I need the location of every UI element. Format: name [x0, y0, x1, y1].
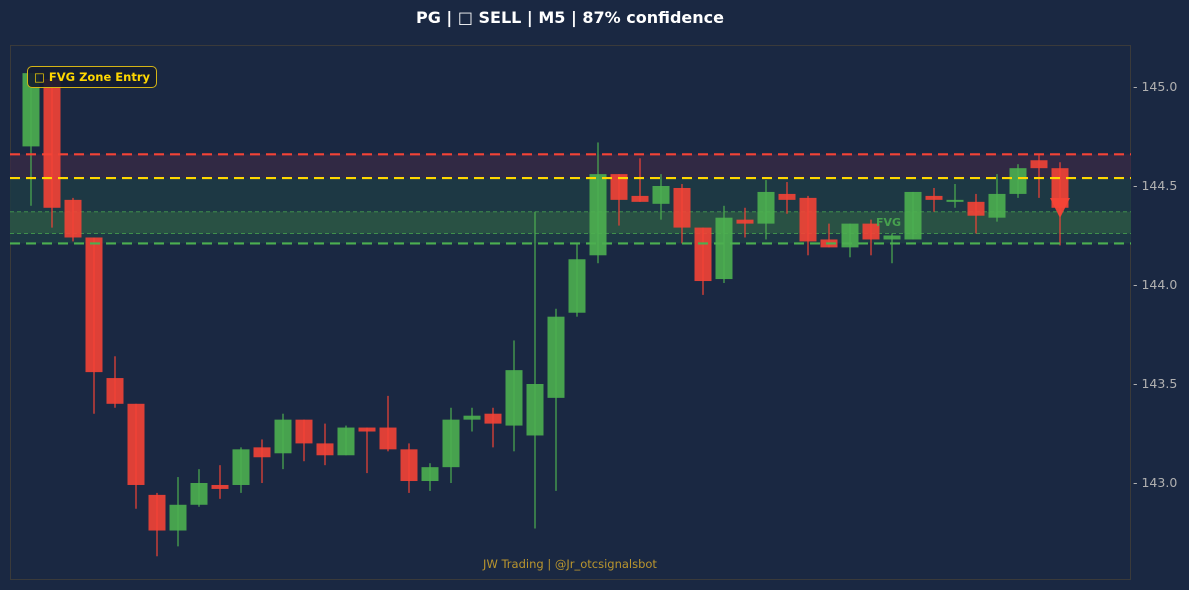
- candle-body: [778, 193, 796, 200]
- candle-body: [631, 195, 649, 202]
- candle-body: [694, 227, 712, 282]
- sell-arrow-icon: [1050, 198, 1070, 218]
- candle-body: [526, 384, 544, 436]
- y-tick-label: - 144.5: [1133, 178, 1178, 193]
- candle-body: [358, 427, 376, 432]
- candle-body: [337, 427, 355, 456]
- candle-body: [1009, 168, 1027, 194]
- candle-body: [295, 419, 313, 444]
- candle-body: [43, 79, 61, 208]
- chart-title: PG | □ SELL | M5 | 87% confidence: [415, 8, 725, 27]
- candle-body: [421, 467, 439, 482]
- candle-body: [400, 449, 418, 482]
- candle-body: [673, 187, 691, 228]
- candle-body: [148, 494, 166, 531]
- candle-body: [22, 73, 40, 147]
- fvg-label: FVG: [876, 216, 901, 229]
- candle-body: [589, 174, 607, 256]
- candle-body: [211, 484, 229, 489]
- candle-body: [232, 449, 250, 485]
- risk-zone: [10, 154, 1131, 179]
- candle-body: [946, 199, 964, 202]
- candle-body: [253, 447, 271, 458]
- candle-body: [64, 199, 82, 238]
- candle-body: [988, 193, 1006, 218]
- candle-body: [757, 191, 775, 224]
- candle-body: [106, 378, 124, 404]
- y-tick-label: - 145.0: [1133, 79, 1178, 94]
- candle-body: [85, 237, 103, 373]
- plot-area: [10, 45, 1131, 580]
- candle-body: [463, 415, 481, 420]
- watermark: JW Trading | @Jr_otcsignalsbot: [483, 557, 657, 571]
- candle-body: [883, 235, 901, 240]
- candle-body: [442, 419, 460, 468]
- candle-body: [505, 370, 523, 426]
- candle-body: [547, 316, 565, 398]
- y-tick-label: - 144.0: [1133, 277, 1178, 292]
- fvg-zone-entry-badge: □ FVG Zone Entry: [27, 66, 158, 88]
- candle-body: [736, 219, 754, 224]
- candle-body: [841, 223, 859, 248]
- candle-body: [610, 174, 628, 200]
- candle-body: [925, 195, 943, 200]
- y-tick-label: - 143.5: [1133, 376, 1178, 391]
- candle-body: [316, 443, 334, 456]
- candle-body: [715, 217, 733, 280]
- y-tick-label: - 143.0: [1133, 475, 1178, 490]
- candle-body: [862, 223, 880, 240]
- candle-body: [652, 186, 670, 204]
- candle-body: [127, 403, 145, 485]
- candle-body: [169, 504, 187, 531]
- candle-body: [568, 259, 586, 313]
- candle-body: [484, 413, 502, 424]
- candle-body: [379, 427, 397, 450]
- candle-body: [967, 201, 985, 216]
- candle-body: [1030, 160, 1048, 169]
- candle-body: [274, 419, 292, 454]
- fvg-zone: [10, 211, 1131, 234]
- candle-body: [190, 483, 208, 505]
- candle-body: [904, 191, 922, 240]
- candle-body: [799, 197, 817, 242]
